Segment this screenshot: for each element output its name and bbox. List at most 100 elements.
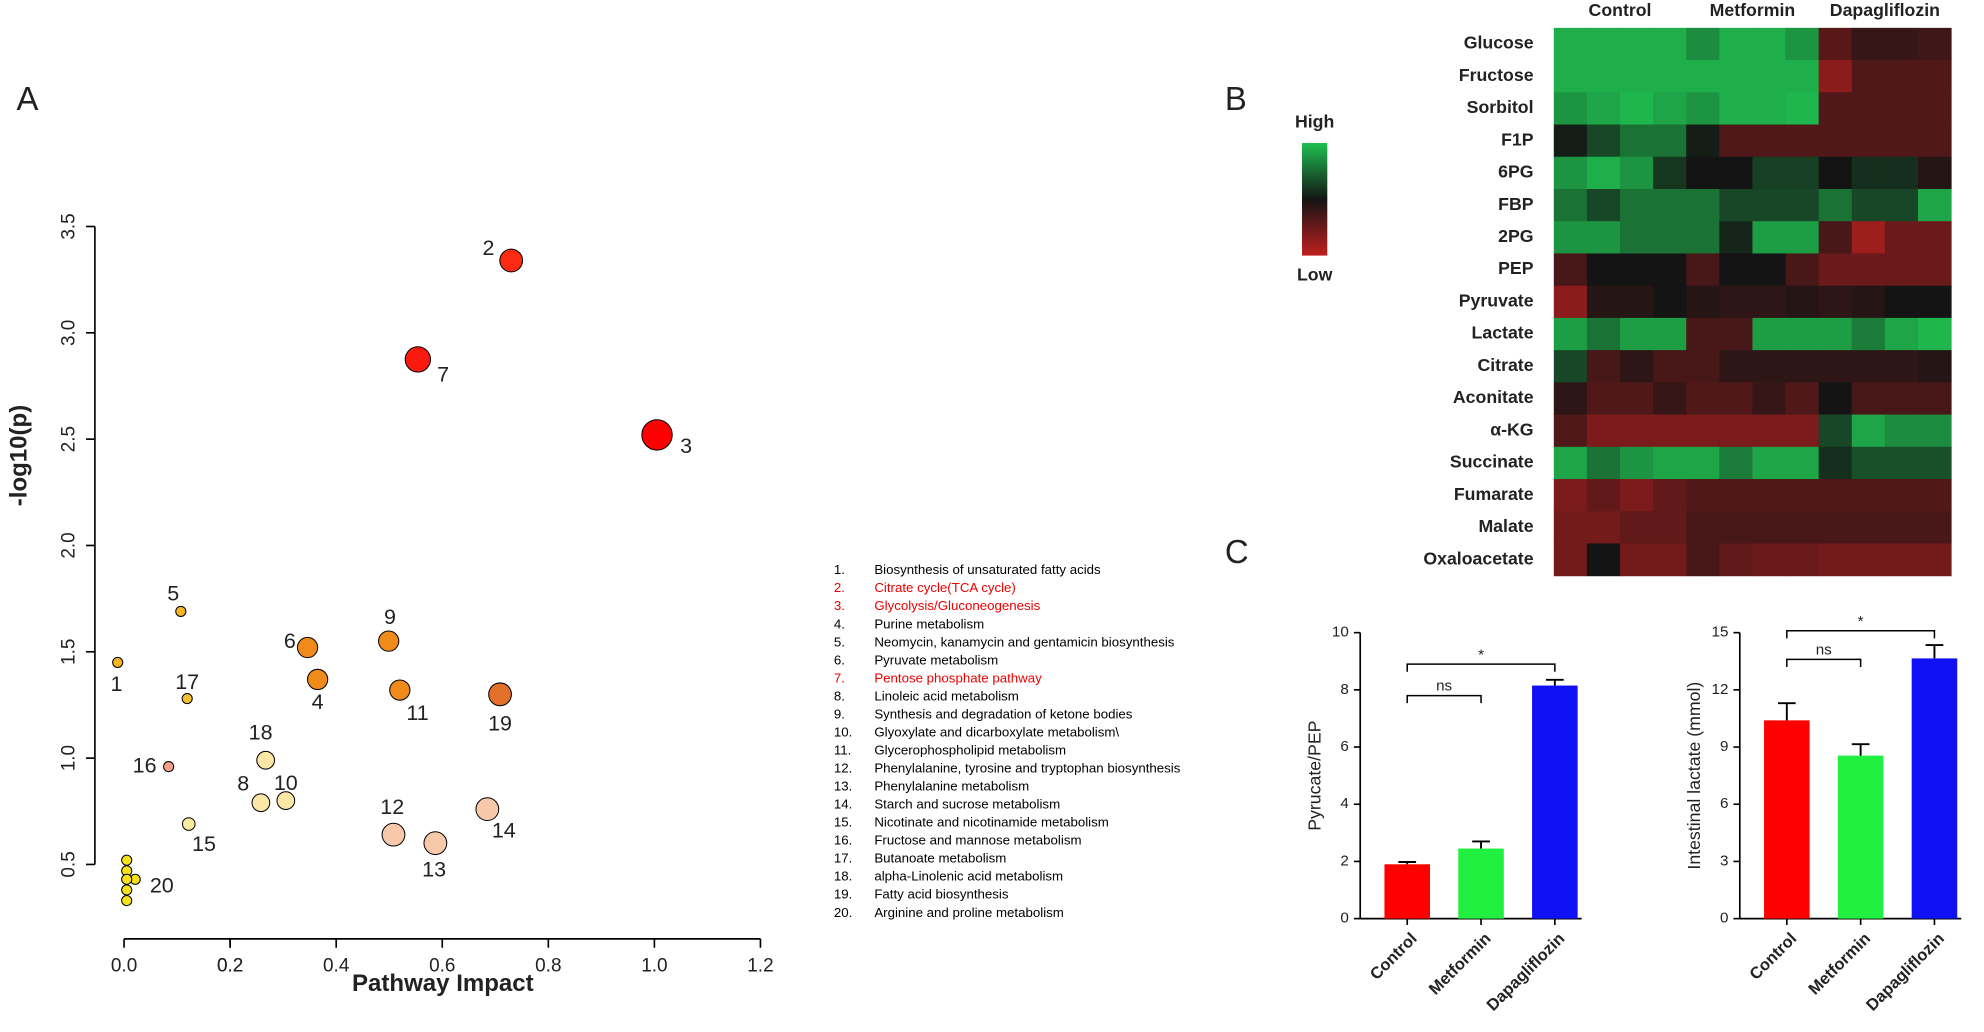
heat-cell (1553, 156, 1588, 190)
y-tick-label: 2.0 (59, 532, 80, 558)
heat-cell (1851, 253, 1886, 287)
heat-cell (1752, 188, 1787, 222)
x-tick-label: 0.4 (323, 956, 349, 977)
pathway-name: Glycolysis/Gluconeogenesis (874, 598, 1040, 613)
pathway-number: 18. (834, 869, 852, 884)
x-tick-label: Metformin (1805, 930, 1874, 999)
heat-cell (1719, 188, 1753, 222)
point-label: 6 (284, 629, 296, 653)
heat-cell (1785, 124, 1820, 158)
bar (1384, 864, 1431, 919)
heat-cell (1586, 317, 1621, 351)
heat-cell (1653, 511, 1687, 545)
heat-cell (1818, 543, 1853, 577)
heat-cell (1884, 60, 1919, 93)
pathway-number: 3. (834, 598, 845, 613)
heat-cell (1620, 511, 1654, 545)
heat-cell (1553, 350, 1588, 383)
pathway-point (121, 854, 133, 866)
heat-cell (1752, 285, 1787, 319)
pathway-point (175, 605, 187, 617)
heat-cell (1752, 511, 1787, 545)
pathway-number: 8. (834, 688, 845, 703)
pathway-point (251, 793, 271, 813)
x-tick-label: 0.0 (111, 956, 137, 977)
heat-cell (1653, 253, 1687, 287)
pathway-point (475, 797, 500, 822)
panel-label: C (1225, 533, 1249, 570)
point-label: 18 (249, 720, 273, 744)
pathway-name: Glyoxylate and dicarboxylate metabolism\ (874, 724, 1119, 739)
heat-cell (1785, 543, 1820, 577)
group-label: Metformin (1710, 0, 1796, 20)
heat-cell (1818, 285, 1853, 319)
heat-cell (1686, 27, 1720, 61)
heat-cell (1917, 221, 1952, 254)
heat-cell (1851, 317, 1886, 351)
heat-cell (1553, 253, 1588, 287)
heat-cell (1851, 511, 1886, 545)
heat-cell (1553, 446, 1588, 480)
pathway-name: Arginine and proline metabolism (874, 905, 1064, 920)
pathway-name: Fatty acid biosynthesis (874, 887, 1009, 902)
heat-cell (1686, 253, 1720, 287)
heat-cell (1818, 188, 1853, 222)
heat-cell (1884, 317, 1919, 351)
heat-cell (1785, 221, 1820, 254)
heat-cell (1884, 382, 1919, 416)
heat-cell (1653, 124, 1687, 158)
heat-cell (1851, 285, 1886, 319)
point-label: 2 (482, 236, 494, 260)
heat-cell (1917, 124, 1952, 158)
heat-cell (1719, 382, 1753, 416)
heat-cell (1752, 382, 1787, 416)
pathway-point (488, 682, 512, 707)
significance-label: ns (1816, 642, 1832, 659)
pathway-number: 1. (834, 562, 845, 577)
heat-cell (1686, 414, 1720, 448)
pathway-number: 20. (834, 905, 852, 920)
pathway-point (181, 693, 193, 705)
heat-cell (1818, 446, 1853, 480)
y-axis-title: -log10(p) (6, 405, 33, 506)
x-axis-title: Pathway Impact (352, 970, 534, 997)
heat-cell (1586, 446, 1621, 480)
row-label: Sorbitol (1467, 97, 1534, 117)
heat-cell (1917, 350, 1952, 383)
heat-cell (1785, 92, 1820, 126)
colorbar (1302, 142, 1328, 256)
heat-cell (1620, 27, 1654, 61)
heat-cell (1586, 414, 1621, 448)
row-label: Malate (1478, 516, 1533, 536)
heat-cell (1686, 317, 1720, 351)
heat-cell (1719, 543, 1753, 577)
heat-cell (1884, 253, 1919, 287)
heat-cell (1785, 511, 1820, 545)
heat-cell (1686, 92, 1720, 126)
heat-cell (1818, 511, 1853, 545)
heat-cell (1752, 479, 1787, 512)
heat-cell (1553, 27, 1588, 61)
heat-cell (1719, 511, 1753, 545)
heat-cell (1586, 124, 1621, 158)
pathway-number: 6. (834, 652, 845, 667)
heat-cell (1719, 317, 1753, 351)
row-label: Fumarate (1454, 484, 1534, 504)
y-tick-label: 0.5 (59, 851, 80, 877)
panel-label: A (16, 80, 38, 117)
heat-cell (1553, 60, 1588, 93)
heat-cell (1686, 543, 1720, 577)
error-bar (1777, 702, 1796, 721)
heat-cell (1686, 511, 1720, 545)
heat-cell (1752, 60, 1787, 93)
heat-cell (1653, 27, 1687, 61)
y-tick-label: 3 (1720, 852, 1728, 869)
heat-cell (1686, 446, 1720, 480)
point-label: 17 (175, 670, 199, 694)
heat-cell (1719, 156, 1753, 190)
heat-cell (1620, 479, 1654, 512)
heat-cell (1818, 27, 1853, 61)
heat-cell (1553, 285, 1588, 319)
pathway-name: Butanoate metabolism (874, 851, 1006, 866)
x-tick-label: Metformin (1426, 930, 1495, 999)
